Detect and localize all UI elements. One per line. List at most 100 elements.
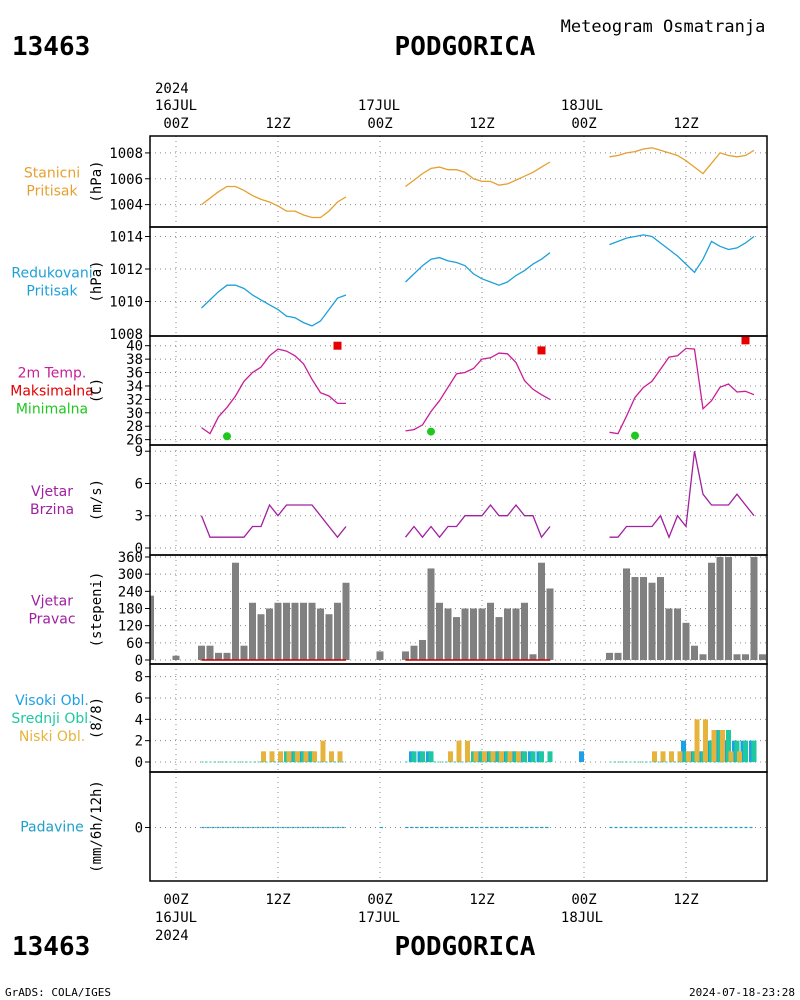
- cloud-bar: [448, 751, 453, 762]
- top-hour-label: 00Z: [163, 116, 188, 132]
- panel-label: Pritisak: [26, 284, 78, 300]
- direction-bar: [640, 577, 647, 660]
- top-hour-label: 12Z: [469, 116, 494, 132]
- direction-bar: [436, 602, 443, 660]
- y-axis-label: (hPa): [89, 260, 105, 302]
- y-tick-label: 26: [126, 433, 143, 449]
- y-tick-label: 1004: [109, 198, 143, 214]
- y-tick-label: 180: [118, 602, 143, 618]
- direction-bar: [283, 602, 290, 660]
- panel-padavine: Padavine (mm/6h/12h) 0: [20, 771, 768, 882]
- series-line: [201, 348, 346, 435]
- cloud-bar: [482, 751, 487, 762]
- panel-label: Maksimalna: [10, 384, 94, 400]
- cloud-bar: [737, 751, 742, 762]
- cloud-bar: [261, 751, 266, 762]
- cloud-bar: [743, 740, 748, 762]
- direction-bar: [266, 608, 273, 660]
- cloud-bar: [547, 751, 553, 762]
- direction-bar: [478, 608, 486, 660]
- direction-bar: [691, 645, 698, 660]
- y-tick-label: 36: [126, 366, 143, 382]
- series-line: [201, 284, 347, 327]
- y-axis-label: (8/8): [89, 697, 105, 739]
- station-name-top: PODGORICA: [395, 32, 536, 62]
- panel-label: Brzina: [30, 502, 74, 518]
- y-tick-label: 1006: [109, 172, 143, 188]
- direction-bar: [521, 602, 528, 660]
- cloud-bar: [428, 751, 434, 762]
- max-temp-marker: [741, 336, 750, 345]
- cloud-bar: [677, 751, 683, 762]
- series-line: [609, 147, 755, 175]
- direction-bar: [759, 654, 766, 660]
- top-hour-label: 00Z: [367, 116, 392, 132]
- cloud-bar: [686, 751, 691, 762]
- y-axis-label: (hPa): [89, 160, 105, 202]
- series-line: [201, 185, 347, 219]
- direction-bar: [427, 568, 435, 660]
- direction-bar: [708, 562, 715, 660]
- direction-bar: [150, 595, 154, 660]
- y-tick-label: 1010: [109, 295, 143, 311]
- direction-bar: [742, 654, 749, 660]
- cloud-bar: [295, 751, 300, 762]
- y-axis-label: (m/s): [89, 479, 105, 521]
- direction-bar: [682, 622, 690, 660]
- cloud-bar: [465, 740, 470, 762]
- y-tick-label: 240: [118, 584, 143, 600]
- direction-bar: [529, 654, 537, 660]
- direction-bar: [470, 608, 477, 660]
- station-id-top: 13463: [12, 32, 90, 62]
- y-tick-label: 38: [126, 352, 143, 368]
- y-tick-label: 30: [126, 406, 143, 422]
- cloud-bar: [507, 751, 513, 762]
- credit-label: GrADS: COLA/IGES: [5, 986, 111, 999]
- min-temp-marker: [223, 432, 231, 441]
- bottom-day-label: 16JUL: [155, 910, 197, 926]
- panel-oblacnost: Visoki Obl. Srednji Obl. Niski Obl. (8/8) 0 2…: [11, 663, 768, 773]
- y-tick-label: 1014: [109, 230, 143, 246]
- direction-bar: [674, 608, 681, 660]
- direction-bar: [215, 652, 222, 660]
- direction-bar: [198, 645, 205, 660]
- series-line: [200, 503, 347, 539]
- direction-bar: [512, 608, 520, 660]
- cloud-bar: [539, 751, 544, 762]
- panel-frame: [149, 226, 768, 337]
- min-temp-marker: [631, 431, 639, 440]
- direction-bar: [716, 557, 724, 660]
- cloud-bar: [720, 730, 725, 762]
- direction-bar: [504, 608, 511, 660]
- cloud-bar: [312, 751, 317, 762]
- panel-label: Minimalna: [16, 402, 88, 418]
- panel-label: Visoki Obl.: [15, 693, 89, 709]
- direction-bar: [342, 582, 350, 660]
- bottom-hour-label: 00Z: [571, 892, 596, 908]
- panel-temperatura: 2m Temp. Maksimalna Minimalna(C) 2628303234…: [10, 335, 768, 449]
- y-tick-label: 60: [126, 636, 143, 652]
- cloud-bar: [726, 730, 731, 762]
- cloud-bar: [499, 751, 504, 762]
- cloud-bar: [751, 740, 757, 762]
- y-tick-label: 40: [126, 339, 143, 355]
- panel-vjetar-brzina: Vjetar Brzina (m/s) 0 3 6 9: [30, 444, 768, 557]
- bottom-hour-label: 12Z: [673, 892, 698, 908]
- y-tick-label: 6: [135, 691, 143, 707]
- top-day-label: 16JUL: [155, 98, 197, 114]
- y-axis-label: (mm/6h/12h): [89, 780, 105, 873]
- bottom-year-label: 2024: [155, 928, 189, 944]
- panel-redukovani-pritisak: Redukovani Pritisak (hPa) 1010 1012 1014 1008: [11, 226, 768, 343]
- direction-bar: [257, 614, 265, 660]
- panel-label: Stanicni: [24, 166, 80, 182]
- cloud-bar: [490, 751, 496, 762]
- max-temp-marker: [333, 341, 342, 350]
- direction-bar: [419, 639, 426, 660]
- direction-bar: [249, 602, 256, 660]
- cloud-bar: [411, 751, 417, 762]
- direction-bar: [317, 608, 324, 660]
- direction-bar: [240, 645, 248, 660]
- cloud-bar: [420, 751, 425, 762]
- direction-bar: [274, 602, 282, 660]
